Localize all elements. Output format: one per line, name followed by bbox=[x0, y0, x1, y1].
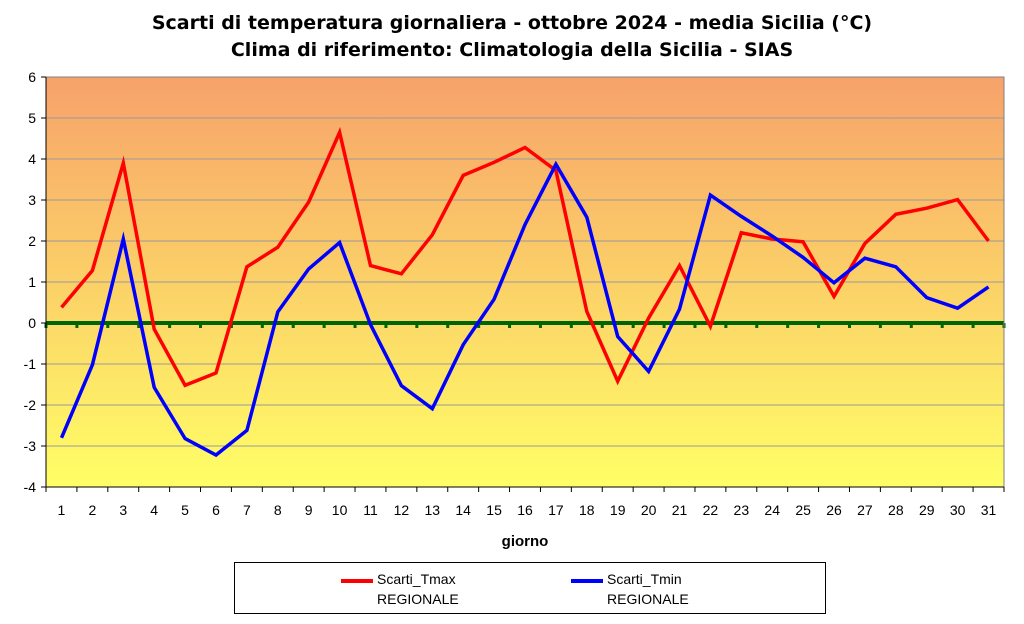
legend-swatch-tmax bbox=[341, 579, 373, 583]
x-tick-label: 4 bbox=[150, 502, 158, 518]
y-tick-label: 0 bbox=[28, 315, 36, 331]
x-axis-title: giorno bbox=[502, 533, 549, 550]
y-tick-label: 1 bbox=[28, 274, 36, 290]
x-tick-label: 13 bbox=[425, 502, 441, 518]
x-tick-label: 29 bbox=[919, 502, 935, 518]
x-tick-label: 21 bbox=[672, 502, 688, 518]
legend-label-tmin-line2: REGIONALE bbox=[607, 591, 689, 607]
legend-label-tmin-line1: Scarti_Tmin bbox=[607, 571, 682, 587]
y-tick-label: -2 bbox=[24, 397, 37, 413]
y-tick-label: 4 bbox=[28, 151, 36, 167]
series-lines bbox=[59, 126, 990, 458]
x-tick-label: 27 bbox=[857, 502, 873, 518]
x-tick-label: 5 bbox=[181, 502, 189, 518]
legend-label-tmax-line1: Scarti_Tmax bbox=[377, 571, 456, 587]
x-tick-label: 15 bbox=[486, 502, 502, 518]
x-tick-label: 25 bbox=[795, 502, 811, 518]
y-tick-label: 6 bbox=[28, 69, 36, 85]
x-tick-label: 17 bbox=[548, 502, 564, 518]
x-tick-label: 31 bbox=[981, 502, 997, 518]
x-tick-label: 24 bbox=[764, 502, 780, 518]
x-tick-label: 11 bbox=[363, 502, 378, 518]
x-tick-label: 20 bbox=[641, 502, 657, 518]
x-tick-label: 12 bbox=[394, 502, 410, 518]
x-tick-label: 18 bbox=[579, 502, 595, 518]
series-line-tmax bbox=[60, 126, 990, 388]
x-tick-label: 3 bbox=[119, 502, 127, 518]
chart-title-line1: Scarti di temperatura giornaliera - otto… bbox=[151, 12, 873, 34]
x-tick-label: 23 bbox=[734, 502, 750, 518]
y-tick-label: -3 bbox=[24, 438, 37, 454]
y-tick-label: 3 bbox=[28, 192, 36, 208]
x-tick-label: 30 bbox=[950, 502, 966, 518]
x-tick-label: 8 bbox=[274, 502, 282, 518]
x-tick-label: 1 bbox=[58, 502, 66, 518]
x-tick-label: 10 bbox=[332, 502, 348, 518]
x-tick-label: 6 bbox=[212, 502, 220, 518]
chart-title-line2: Clima di riferimento: Climatologia della… bbox=[230, 39, 794, 61]
x-tick-label: 9 bbox=[305, 502, 313, 518]
y-tick-label: -1 bbox=[24, 356, 37, 372]
x-tick-label: 2 bbox=[88, 502, 96, 518]
legend-label-tmin: Scarti_Tmin REGIONALE bbox=[607, 569, 767, 609]
y-tick-label: 5 bbox=[28, 110, 36, 126]
y-tick-label: -4 bbox=[24, 479, 37, 495]
x-tick-label: 28 bbox=[888, 502, 904, 518]
legend-label-tmax-line2: REGIONALE bbox=[377, 591, 459, 607]
legend-swatch-tmin bbox=[571, 579, 603, 583]
series-line-tmin bbox=[59, 160, 990, 458]
x-tick-label: 7 bbox=[243, 502, 251, 518]
x-tick-label: 19 bbox=[610, 502, 626, 518]
legend-label-tmax: Scarti_Tmax REGIONALE bbox=[377, 569, 537, 609]
x-tick-label: 16 bbox=[517, 502, 533, 518]
x-tick-label: 14 bbox=[455, 502, 471, 518]
y-tick-label: 2 bbox=[28, 233, 36, 249]
x-tick-label: 22 bbox=[703, 502, 719, 518]
x-tick-label: 26 bbox=[826, 502, 842, 518]
chart-title: Scarti di temperatura giornaliera - otto… bbox=[0, 10, 1024, 64]
legend: Scarti_Tmax REGIONALE Scarti_Tmin REGION… bbox=[234, 562, 826, 614]
